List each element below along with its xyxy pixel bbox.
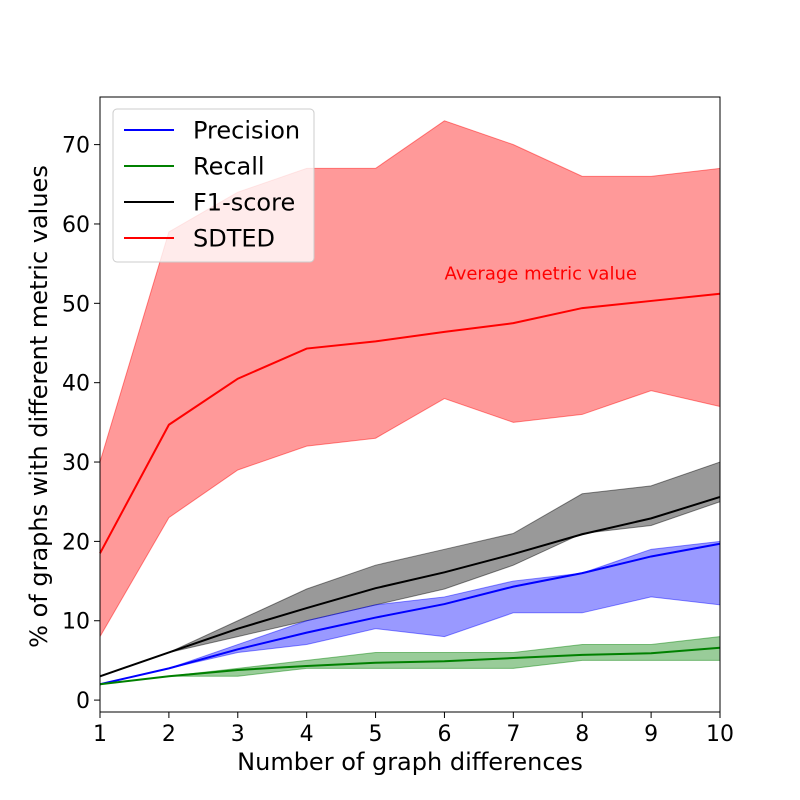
legend-label-precision: Precision [193,117,300,145]
x-tick-label: 5 [369,722,383,747]
x-tick-label: 6 [437,722,451,747]
recall-line [99,646,721,686]
f1-score-line [99,495,721,678]
x-axis-ticks: 1 2 3 4 5 6 7 8 9 10 [93,712,734,747]
plot-frame [99,96,721,713]
y-tick-label: 70 [62,134,90,159]
y-axis-label: % of graphs with different metric values [25,165,53,648]
x-tick-label: 2 [162,722,176,747]
x-tick-label: 3 [231,722,245,747]
y-tick-label: 40 [62,372,90,397]
legend: Precision Recall F1-score SDTED [112,108,315,263]
y-tick-label: 50 [62,292,90,317]
x-tick-label: 8 [575,722,589,747]
y-tick-label: 0 [76,689,90,714]
x-tick-label: 7 [506,722,520,747]
y-tick-label: 10 [62,610,90,635]
x-tick-label: 9 [644,722,658,747]
x-axis-label: Number of graph differences [237,748,583,776]
x-tick-label: 1 [93,722,107,747]
annotations: Average metric value [444,264,637,285]
legend-label-recall: Recall [193,153,265,181]
x-tick-label: 4 [300,722,314,747]
y-tick-label: 60 [62,213,90,238]
legend-label-f1-score: F1-score [193,189,295,217]
series-lines [99,292,721,686]
annotation-text: Average metric value [444,264,637,285]
precision-line [99,542,721,686]
legend-label-sdted: SDTED [193,225,275,253]
y-tick-label: 20 [62,530,90,555]
sdted-line [99,292,721,554]
y-tick-label: 30 [62,451,90,476]
y-axis-ticks: 0 10 20 30 40 50 60 70 [62,134,100,714]
x-tick-label: 10 [706,722,734,747]
legend-box [112,108,315,263]
